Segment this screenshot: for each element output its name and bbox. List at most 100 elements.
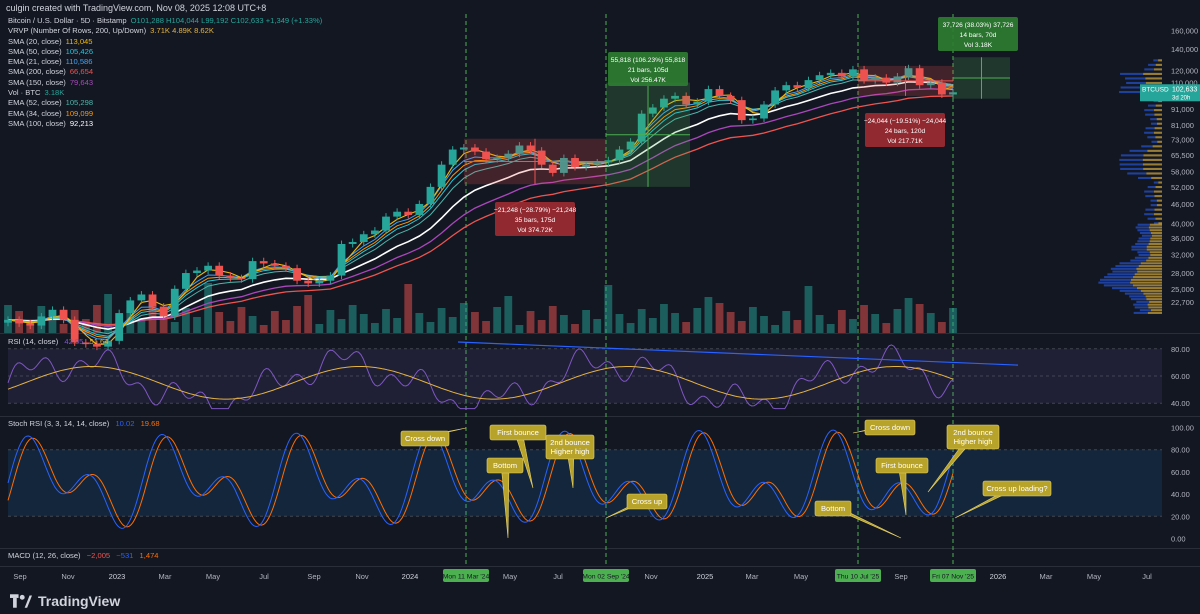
volume-profile-bar — [1148, 218, 1156, 220]
legend-row[interactable]: SMA (200, close) 66,654 — [8, 67, 322, 77]
legend-row[interactable]: SMA (50, close) 105,426 — [8, 47, 322, 57]
price-tick-label: 91,000 — [1171, 105, 1194, 114]
volume-profile-bar — [1144, 213, 1154, 215]
volume-profile-bar — [1140, 232, 1151, 234]
legend-value: 105,298 — [66, 98, 93, 107]
macd-hist-value: 1,474 — [140, 551, 159, 560]
volume-profile-bar — [1141, 262, 1162, 264]
candle-body — [238, 278, 246, 279]
volume-profile-bar — [1155, 209, 1162, 211]
candle-body — [749, 118, 757, 120]
volume-profile-bar — [1107, 273, 1134, 275]
volume-profile-bar — [1147, 150, 1162, 152]
volume-profile-bar — [1100, 279, 1131, 281]
volume-profile-bar — [1147, 246, 1162, 248]
volume-profile-bar — [1152, 235, 1162, 237]
legend-label: SMA (200, close) — [8, 67, 66, 76]
volume-profile-bar — [1136, 301, 1149, 303]
volume-profile-bar — [1129, 295, 1145, 297]
legend-row[interactable]: EMA (34, close) 109,099 — [8, 109, 322, 119]
time-tick-label: Nov — [355, 572, 369, 581]
volume-profile-bar — [1148, 306, 1162, 308]
legend-row[interactable]: EMA (52, close) 105,298 — [8, 98, 322, 108]
volume-profile-bar — [1156, 64, 1162, 66]
candle-body — [138, 294, 146, 300]
rsi-ma-legend-value: 51.64 — [90, 337, 109, 346]
volume-bar — [527, 311, 535, 333]
volume-bar — [393, 318, 401, 333]
volume-profile-bar — [1148, 64, 1156, 66]
volume-bar — [604, 285, 612, 333]
volume-profile-bar — [1143, 159, 1162, 161]
volume-profile-bar — [1143, 154, 1162, 156]
volume-profile-bar — [1150, 229, 1162, 231]
volume-profile-bar — [1134, 312, 1148, 314]
legend-row[interactable]: EMA (21, close) 110,586 — [8, 57, 322, 67]
time-tick-label: 2024 — [402, 572, 419, 581]
measure-label-change: 55,818 (106.23%) 55,818 — [611, 57, 686, 64]
volume-profile-bar — [1149, 301, 1162, 303]
measure-label-bars: 24 bars, 120d — [885, 128, 926, 135]
candle-body — [37, 316, 45, 325]
callout-label: Cross down — [405, 434, 445, 443]
volume-profile-bar — [1135, 273, 1162, 275]
volume-bar — [905, 298, 913, 333]
candle-body — [226, 276, 234, 279]
legend-label: Bitcoin / U.S. Dollar · 5D · Bitstamp — [8, 16, 127, 25]
candle-body — [160, 307, 168, 317]
price-tick-label: 160,000 — [1171, 26, 1198, 35]
candle-body — [827, 73, 835, 75]
last-price-countdown: 3d 20h — [1172, 95, 1190, 101]
legend-row[interactable]: Vol · BTC 3.18K — [8, 88, 322, 98]
volume-bar — [504, 296, 512, 333]
rsi-legend-name: RSI (14, close) — [8, 337, 58, 346]
candle-body — [315, 281, 323, 284]
macd-signal-value: −531 — [116, 551, 133, 560]
measure-label-volume: Vol 3.18K — [964, 42, 993, 49]
volume-profile-bar — [1151, 123, 1157, 125]
volume-profile-bar — [1121, 86, 1144, 88]
volume-bar — [894, 309, 902, 333]
volume-bar — [449, 317, 457, 333]
volume-profile-bar — [1135, 257, 1149, 259]
volume-bar — [749, 307, 757, 333]
legend-value: 79,643 — [70, 78, 93, 87]
tradingview-brand[interactable]: TradingView — [10, 593, 120, 609]
volume-profile-bar — [1154, 191, 1162, 193]
candle-body — [360, 234, 368, 242]
legend-row[interactable]: SMA (150, close) 79,643 — [8, 78, 322, 88]
volume-profile-bar — [1157, 118, 1162, 120]
volume-bar — [771, 325, 779, 333]
legend-row[interactable]: SMA (100, close) 92,213 — [8, 119, 322, 129]
indicator-legend: Bitcoin / U.S. Dollar · 5D · Bitstamp O10… — [8, 16, 322, 129]
volume-bar — [927, 313, 935, 333]
volume-profile-bar — [1154, 213, 1162, 215]
legend-row[interactable]: SMA (20, close) 113,045 — [8, 37, 322, 47]
candle-body — [427, 187, 435, 204]
candle-body — [182, 273, 190, 289]
volume-profile-bar — [1144, 109, 1154, 111]
stoch-tick-label: 20.00 — [1171, 512, 1190, 521]
time-tick-label: Mar — [159, 572, 172, 581]
time-tick-label: 2026 — [990, 572, 1007, 581]
candle-body — [705, 89, 713, 101]
volume-profile-bar — [1130, 282, 1162, 284]
pane-separator — [0, 333, 1200, 334]
price-tick-label: 32,000 — [1171, 250, 1194, 259]
volume-profile-bar — [1125, 293, 1144, 295]
legend-row[interactable]: Bitcoin / U.S. Dollar · 5D · Bitstamp O10… — [8, 16, 322, 26]
volume-bar — [104, 294, 112, 333]
last-price-symbol: BTCUSD — [1142, 86, 1169, 93]
volume-profile-bar — [1146, 298, 1162, 300]
volume-bar — [716, 303, 724, 333]
footer: TradingView — [0, 588, 1200, 614]
time-highlight-label: Mon 02 Sep '24 — [582, 574, 630, 581]
legend-row[interactable]: VRVP (Number Of Rows, 200, Up/Down) 3.71K… — [8, 26, 322, 36]
volume-profile-bar — [1127, 172, 1146, 174]
volume-bar — [671, 313, 679, 333]
volume-profile-bar — [1133, 276, 1162, 278]
volume-profile-bar — [1146, 295, 1162, 297]
volume-bar — [871, 314, 879, 333]
volume-profile-bar — [1141, 145, 1152, 147]
time-highlight-label: Thu 10 Jul '25 — [837, 574, 880, 581]
